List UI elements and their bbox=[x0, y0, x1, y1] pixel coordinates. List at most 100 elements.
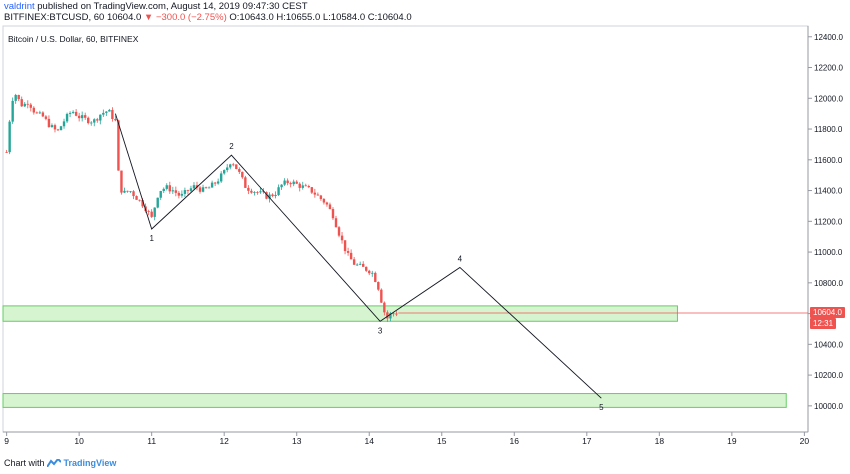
candle-body bbox=[5, 152, 8, 153]
candle-body bbox=[38, 112, 42, 114]
candle-body bbox=[365, 266, 368, 271]
y-tick-label: 12000.0 bbox=[814, 94, 843, 103]
candle-body bbox=[368, 270, 371, 274]
candle-body bbox=[65, 113, 69, 122]
candle-body bbox=[319, 195, 323, 199]
candle-body bbox=[268, 194, 271, 199]
candle-body bbox=[50, 125, 54, 128]
candle-body bbox=[120, 170, 123, 193]
x-tick-label: 19 bbox=[727, 436, 737, 446]
candle-body bbox=[322, 198, 326, 203]
candle-body bbox=[150, 211, 153, 217]
candle-body bbox=[74, 111, 78, 116]
candle-body bbox=[80, 115, 84, 119]
candle-body bbox=[77, 115, 81, 119]
candle-body bbox=[204, 187, 208, 189]
candle-body bbox=[17, 94, 20, 100]
candle-body bbox=[108, 109, 111, 112]
candle-body bbox=[32, 107, 36, 113]
candle-body bbox=[135, 196, 138, 200]
candle-body bbox=[105, 111, 108, 113]
candle-body bbox=[253, 192, 256, 193]
wave-label: 4 bbox=[458, 254, 463, 263]
last-price: 10604.0 bbox=[106, 12, 142, 23]
candle-body bbox=[117, 120, 120, 171]
candle-body bbox=[325, 202, 329, 205]
candle-body bbox=[247, 187, 250, 191]
candle-body bbox=[14, 94, 17, 101]
candle-body bbox=[259, 191, 262, 193]
candle-body bbox=[23, 103, 26, 107]
candle-body bbox=[11, 100, 14, 122]
wave-label: 3 bbox=[378, 326, 383, 335]
candle-body bbox=[68, 112, 72, 114]
candle-body bbox=[111, 109, 114, 119]
candle-body bbox=[62, 121, 66, 127]
y-tick-label: 10000.0 bbox=[814, 402, 843, 411]
candle-body bbox=[93, 119, 96, 123]
candle-body bbox=[186, 190, 190, 191]
candle-body bbox=[198, 187, 202, 192]
x-tick-label: 13 bbox=[292, 436, 302, 446]
author-link[interactable]: valdrint bbox=[4, 1, 35, 12]
y-tick-label: 12400.0 bbox=[814, 33, 843, 42]
candle-body bbox=[195, 185, 199, 188]
x-tick-label: 14 bbox=[365, 436, 375, 446]
candle-body bbox=[123, 190, 126, 193]
candle-body bbox=[355, 264, 359, 266]
candle-body bbox=[238, 169, 241, 172]
candle-body bbox=[171, 190, 175, 192]
y-tick-label: 11800.0 bbox=[814, 125, 843, 134]
candle-body bbox=[316, 194, 320, 196]
x-tick-label: 18 bbox=[655, 436, 665, 446]
candle-body bbox=[90, 122, 93, 124]
candle-body bbox=[392, 313, 395, 315]
publish-text: published on TradingView.com, August 14,… bbox=[34, 1, 308, 12]
y-tick-label: 12200.0 bbox=[814, 64, 843, 73]
candle-body bbox=[29, 104, 33, 108]
chart-header: valdrint published on TradingView.com, A… bbox=[0, 0, 850, 24]
candle-body bbox=[189, 188, 193, 191]
ohlc-values: O:10643.0 H:10655.0 L:10584.0 C:10604.0 bbox=[226, 12, 412, 23]
candle-body bbox=[219, 173, 223, 182]
candle-body bbox=[159, 190, 162, 198]
price-chart[interactable]: 10000.010200.010400.010600.010800.011000… bbox=[0, 24, 850, 456]
candle-body bbox=[371, 272, 374, 274]
symbol-info: BITFINEX:BTCUSD, 60 bbox=[4, 12, 107, 23]
candle-body bbox=[99, 114, 102, 121]
candle-body bbox=[298, 183, 301, 188]
candle-body bbox=[126, 190, 129, 192]
candle-body bbox=[241, 171, 244, 178]
x-tick-label: 17 bbox=[582, 436, 592, 446]
candle-body bbox=[232, 164, 235, 166]
chart-footer: Chart with TradingView bbox=[4, 457, 117, 468]
candle-body bbox=[56, 129, 60, 131]
candle-body bbox=[183, 190, 187, 194]
candle-body bbox=[349, 252, 353, 260]
price-change: ▼ −300.0 (−2.75%) bbox=[143, 12, 227, 23]
candle-body bbox=[352, 259, 356, 265]
footer-prefix: Chart with bbox=[4, 458, 48, 468]
candle-body bbox=[207, 187, 211, 189]
bar-countdown-label: 12:31 bbox=[810, 317, 837, 329]
support-zone bbox=[2, 393, 787, 408]
y-tick-label: 11600.0 bbox=[814, 156, 843, 165]
tradingview-link[interactable]: TradingView bbox=[63, 458, 117, 468]
x-tick-label: 20 bbox=[800, 436, 810, 446]
candle-body bbox=[168, 185, 172, 192]
candle-body bbox=[201, 187, 205, 192]
candle-body bbox=[307, 186, 311, 188]
candle-body bbox=[256, 192, 259, 193]
candle-body bbox=[346, 251, 350, 253]
candle-body bbox=[129, 191, 132, 193]
candle-body bbox=[213, 182, 217, 184]
candle-body bbox=[377, 281, 380, 290]
candle-body bbox=[216, 181, 220, 184]
candle-body bbox=[162, 188, 165, 191]
candle-body bbox=[47, 118, 51, 128]
candle-body bbox=[383, 302, 386, 313]
candle-body bbox=[340, 235, 344, 241]
candle-body bbox=[83, 115, 87, 118]
y-tick-label: 10800.0 bbox=[814, 279, 843, 288]
candle-body bbox=[271, 194, 274, 197]
